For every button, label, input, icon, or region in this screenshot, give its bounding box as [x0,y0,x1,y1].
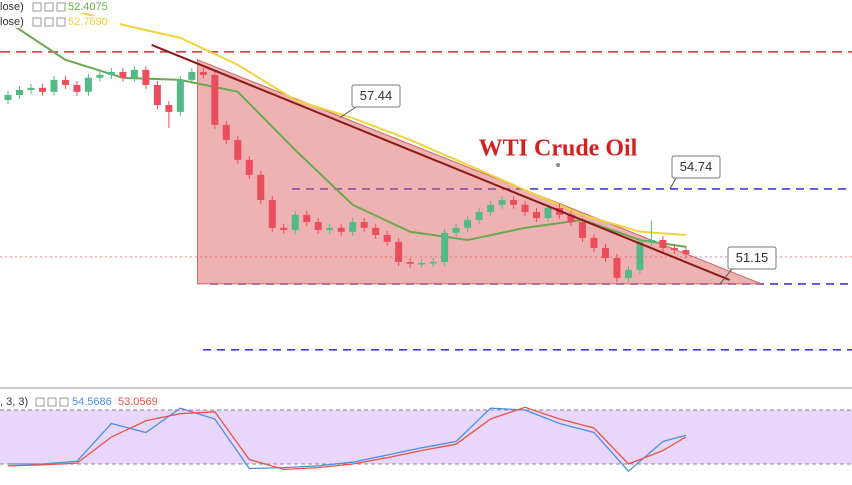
candle-body [130,69,138,78]
candle-body [211,74,219,125]
legend-value: 52.7690 [68,16,108,28]
chart-title: WTI Crude Oil [479,136,638,162]
candle-body [510,200,518,205]
callout-pointer [669,177,677,190]
candle-body [383,234,391,242]
candle-body [222,124,230,140]
legend-icon[interactable] [59,397,69,407]
legend-icon[interactable] [56,17,66,27]
legend-label: lose) [0,16,24,28]
candle-body [61,79,69,85]
candle-body [636,241,644,270]
candle-body [153,84,161,106]
candle-body [372,227,380,235]
candle-body [613,257,621,278]
candle-body [291,214,299,230]
candle-body [349,222,357,232]
band-fill [0,410,852,464]
candle-body [395,241,403,262]
legend-label: lose) [0,1,24,13]
candle-body [533,211,541,219]
legend-icon[interactable] [32,17,42,27]
candle-body [647,239,655,242]
candle-body [84,77,92,92]
candle-body [4,94,12,101]
legend-bg [0,1,120,13]
candle-body [670,247,678,251]
candle-body [257,174,265,201]
candle-body [429,261,437,264]
candle-body [38,87,46,92]
candle-body [314,222,322,230]
candle-body [624,269,632,278]
oscillator-pane: , 3, 3) 54.5686 53.0569 [0,396,852,473]
candle-body [73,84,81,92]
legend-value: 53.0569 [118,396,158,408]
candle-body [682,250,690,255]
moving-average [65,6,686,236]
candle-body [107,71,115,75]
candle-body [464,219,472,228]
candle-body [326,227,334,230]
callout-label: 51.15 [736,250,769,265]
candle-body [199,71,207,75]
legend-icon[interactable] [44,17,54,27]
candle-body [521,204,529,212]
legend-icon[interactable] [32,2,42,12]
candle-body [487,204,495,212]
oscillator-line [8,407,687,473]
legend-icon[interactable] [35,397,45,407]
callout-pointer [339,106,357,118]
callout-box [727,246,777,270]
candle-body [96,74,104,78]
trendline [151,44,730,281]
callout-label: 57.44 [360,88,393,103]
legend-value: 54.5686 [72,396,112,408]
candle-body [119,71,127,78]
candle-body [498,200,506,205]
candle-body [280,227,288,230]
candle-body [337,227,345,232]
marker-dot [556,163,560,167]
candle-body [452,227,460,233]
legend-icon[interactable] [47,397,57,407]
candle-body [544,207,552,219]
candle-body [567,214,575,223]
candle-body [601,247,609,258]
candle-body [188,71,196,80]
legend-label: , 3, 3) [0,396,28,408]
candle-body [406,261,414,264]
candle-body [418,263,426,265]
candle-body [579,222,586,238]
candle-body [303,214,311,223]
candle-body [15,89,23,95]
candle-body [360,222,368,228]
candle-body [659,239,667,248]
candle-body [590,237,598,248]
price-pane: 57.44 54.74 51.15 lose) 52.4075 lose) 52.7690 [0,1,852,351]
callout-box [671,155,721,179]
candle-body [245,159,253,175]
oscillator-line [7,406,687,471]
callout-pointer [719,268,733,285]
candle-body [165,105,173,112]
candle-body [176,79,184,112]
callout-label: 54.74 [680,159,713,174]
candle-body [142,69,150,85]
candle-body [475,211,483,220]
candle-body [234,139,242,160]
legend-icon[interactable] [44,2,54,12]
candle-body [268,200,276,228]
legend-icon[interactable] [56,2,66,12]
candle-body [441,232,449,262]
legend-value: 52.4075 [68,1,108,13]
candle-body [27,87,35,90]
candle-body [50,79,58,92]
legend-bg [0,16,120,28]
callout-box [351,84,401,108]
